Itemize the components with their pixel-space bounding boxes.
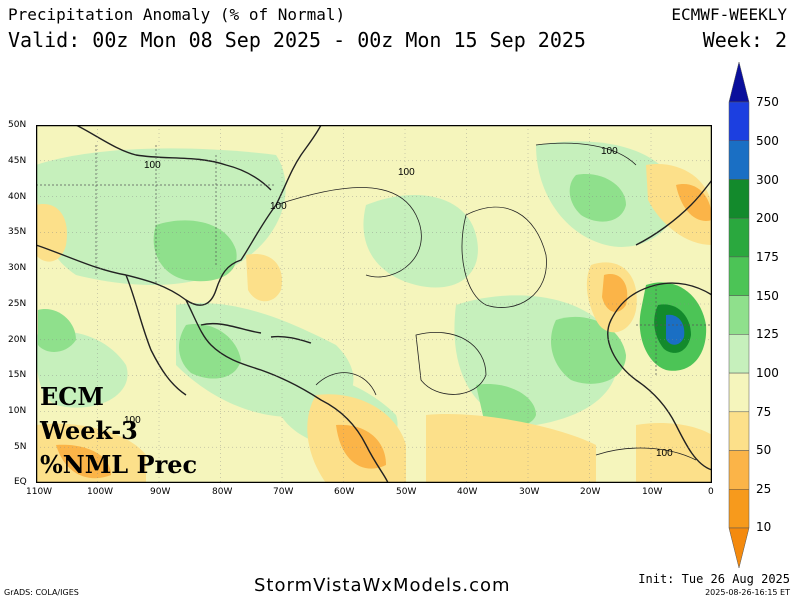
lon-label: 80W [212, 487, 233, 497]
lat-label: 50N [8, 120, 27, 130]
lon-label: 30W [519, 487, 540, 497]
colorbar-segment [728, 256, 750, 296]
grads-credit: GrADS: COLA/IGES [4, 588, 79, 597]
lon-label: 20W [580, 487, 601, 497]
lat-label: EQ [14, 477, 27, 487]
week-label: Week: 2 [702, 28, 787, 52]
colorbar-label: 75 [756, 405, 772, 419]
lon-label: 40W [457, 487, 478, 497]
dry-anomaly [36, 164, 712, 483]
lat-label: 20N [8, 335, 27, 345]
anomaly-map: 100 100 100 100 100 100 [36, 125, 712, 483]
lat-label: 10N [8, 406, 27, 416]
colorbar-label: 300 [756, 173, 779, 187]
valid-period: Valid: 00z Mon 08 Sep 2025 - 00z Mon 15 … [8, 28, 586, 52]
colorbar-segment [728, 217, 750, 258]
colorbar-segment [728, 411, 750, 451]
colorbar-segment [728, 62, 750, 103]
model-name: ECMWF-WEEKLY [671, 5, 787, 24]
overlay-line: Week-3 [40, 416, 138, 445]
colorbar-label: 200 [756, 211, 779, 225]
colorbar [728, 62, 750, 568]
overlay-caption: ECM Week-3 %NML Prec [40, 380, 197, 482]
colorbar-segment [728, 489, 750, 529]
extreme-anomaly [666, 314, 685, 345]
colorbar-label: 100 [756, 366, 779, 380]
contour-label: 100 [144, 160, 161, 171]
colorbar-label: 175 [756, 250, 779, 264]
borders [36, 145, 712, 375]
contour-label: 100 [270, 201, 287, 212]
contour-label: 100 [601, 146, 618, 157]
colorbar-segment [728, 101, 750, 141]
colorbar-label: 150 [756, 289, 779, 303]
lat-label: 25N [8, 299, 27, 309]
contour-label: 100 [398, 167, 415, 178]
overlay-line: %NML Prec [40, 450, 198, 479]
colorbar-label: 25 [756, 482, 772, 496]
colorbar-label: 750 [756, 95, 779, 109]
lat-label: 40N [8, 192, 27, 202]
colorbar-label: 500 [756, 134, 779, 148]
colorbar-segment [728, 372, 750, 413]
lon-label: 60W [334, 487, 355, 497]
colorbar-label: 10 [756, 520, 772, 534]
contour-label: 100 [656, 448, 673, 459]
lat-label: 15N [8, 370, 27, 380]
timestamp: 2025-08-26-16:15 ET [705, 588, 790, 597]
colorbar-segment [728, 295, 750, 335]
lat-label: 30N [8, 263, 27, 273]
lon-label: 90W [150, 487, 171, 497]
lon-label: 70W [273, 487, 294, 497]
lon-label: 0 [708, 487, 714, 497]
colorbar-label: 50 [756, 443, 772, 457]
lat-label: 35N [8, 227, 27, 237]
graticule [36, 125, 712, 483]
colorbar-segment [728, 527, 750, 568]
contours-100 [275, 142, 697, 461]
contour-labels: 100 100 100 100 100 100 [124, 146, 673, 459]
coastlines [36, 125, 712, 483]
contour-label: 100 [124, 415, 141, 426]
colorbar-segments [728, 62, 750, 568]
map-title: Precipitation Anomaly (% of Normal) [8, 5, 346, 24]
lat-label: 45N [8, 156, 27, 166]
lon-label: 10W [642, 487, 663, 497]
lon-label: 110W [26, 487, 53, 497]
website-credit: StormVistaWxModels.com [254, 575, 511, 596]
colorbar-segment [728, 179, 750, 219]
lon-label: 100W [87, 487, 114, 497]
init-time: Init: Tue 26 Aug 2025 [638, 572, 790, 586]
lat-label: 5N [14, 442, 27, 452]
map-frame [36, 125, 712, 483]
lon-label: 50W [396, 487, 417, 497]
colorbar-segment [728, 450, 750, 490]
colorbar-label: 125 [756, 327, 779, 341]
colorbar-segment [728, 140, 750, 180]
overlay-line: ECM [40, 382, 104, 411]
colorbar-segment [728, 334, 750, 374]
